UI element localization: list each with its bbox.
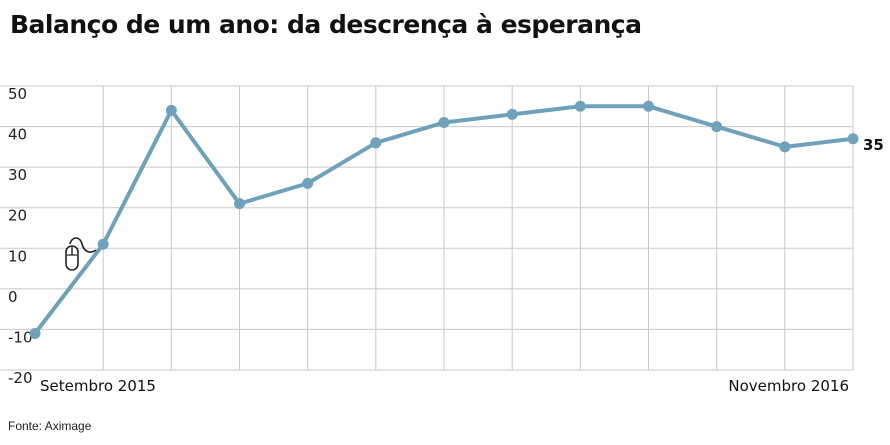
x-axis-end-label: Novembro 2016	[728, 377, 849, 395]
data-point	[438, 117, 450, 129]
data-point	[370, 137, 382, 149]
y-axis-ticks: 50 40 30 20 10 0 -10 -20	[8, 85, 33, 387]
source-note: Fonte: Aximage	[8, 419, 92, 433]
y-tick-label: 0	[8, 288, 18, 306]
chart-title: Balanço de um ano: da descrença à espera…	[10, 10, 642, 39]
data-point	[643, 100, 654, 112]
data-point	[165, 104, 177, 116]
data-point	[779, 141, 791, 153]
data-point	[711, 121, 723, 133]
y-tick-label: 40	[8, 126, 27, 144]
mouse-icon	[65, 237, 97, 271]
data-point	[847, 133, 859, 145]
data-point	[29, 327, 41, 339]
data-point	[302, 177, 314, 189]
y-tick-label: 50	[8, 85, 27, 103]
chart-series	[29, 100, 859, 339]
data-point	[234, 198, 245, 210]
y-tick-label: 30	[8, 166, 27, 184]
data-point	[97, 238, 109, 250]
data-point	[506, 108, 518, 120]
y-tick-label: -10	[8, 328, 33, 346]
end-value-label: 35	[863, 136, 884, 154]
y-tick-label: -20	[8, 369, 33, 387]
y-tick-label: 20	[8, 207, 27, 225]
y-tick-label: 10	[8, 247, 27, 265]
x-axis-start-label: Setembro 2015	[40, 377, 156, 395]
data-point	[574, 100, 586, 112]
